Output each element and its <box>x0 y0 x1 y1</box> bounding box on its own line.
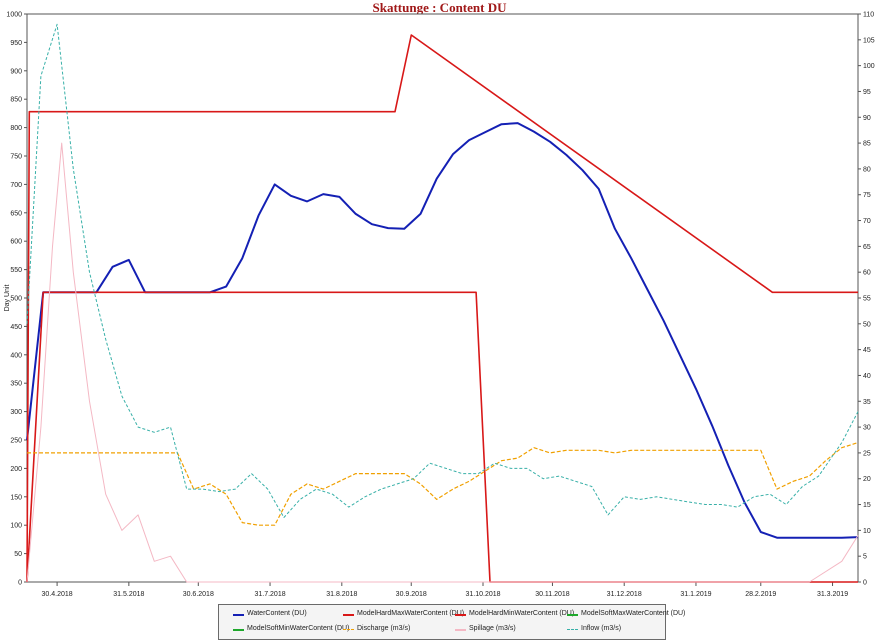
x-tick-label: 31.5.2018 <box>113 591 144 598</box>
y2-tick-label: 30 <box>863 425 871 432</box>
legend-swatch <box>455 614 466 616</box>
series-line-5 <box>27 442 859 526</box>
legend-label: Spillage (m3/s) <box>469 625 516 632</box>
y2-tick-label: 45 <box>863 347 871 354</box>
y-tick-label: 350 <box>10 381 22 388</box>
legend-label: WaterContent (DU) <box>247 610 307 617</box>
y2-tick-label: 25 <box>863 450 871 457</box>
y-axis-label: Day Unit <box>4 285 11 312</box>
y-tick-label: 50 <box>14 551 22 558</box>
y2-tick-label: 70 <box>863 218 871 225</box>
y2-tick-label: 50 <box>863 321 871 328</box>
x-tick-label: 31.7.2018 <box>254 591 285 598</box>
y2-tick-label: 105 <box>863 37 875 44</box>
y-tick-label: 1000 <box>6 12 22 19</box>
y2-tick-label: 95 <box>863 89 871 96</box>
legend-swatch <box>343 614 354 616</box>
y2-tick-label: 55 <box>863 296 871 303</box>
chart-plot: 0501001502002503003504004505005506006507… <box>4 12 875 599</box>
y-tick-label: 100 <box>10 523 22 530</box>
legend-swatch <box>567 614 578 616</box>
legend-swatch <box>233 629 244 631</box>
y-tick-label: 550 <box>10 267 22 274</box>
y2-tick-label: 85 <box>863 141 871 148</box>
legend-swatch <box>233 614 244 616</box>
x-tick-label: 31.8.2018 <box>326 591 357 598</box>
y2-tick-label: 100 <box>863 63 875 70</box>
y2-tick-label: 40 <box>863 373 871 380</box>
legend-swatch <box>455 629 466 631</box>
y-tick-label: 150 <box>10 494 22 501</box>
y2-tick-label: 90 <box>863 115 871 122</box>
y-tick-label: 450 <box>10 324 22 331</box>
x-tick-label: 31.1.2019 <box>680 591 711 598</box>
y2-tick-label: 65 <box>863 244 871 251</box>
legend-label: ModelHardMinWaterContent (DU) <box>469 610 575 617</box>
y-tick-label: 0 <box>18 580 22 587</box>
x-tick-label: 30.6.2018 <box>183 591 214 598</box>
y2-tick-label: 60 <box>863 270 871 277</box>
y-tick-label: 700 <box>10 182 22 189</box>
y-tick-label: 850 <box>10 97 22 104</box>
y2-tick-label: 80 <box>863 166 871 173</box>
series-line-6 <box>26 142 859 583</box>
chart-legend: WaterContent (DU) ModelHardMaxWaterConten… <box>218 604 685 640</box>
y2-tick-label: 110 <box>863 12 874 19</box>
y-tick-label: 950 <box>10 40 22 47</box>
chart-title: Skattunge : Content DU <box>372 0 507 15</box>
y-tick-label: 900 <box>10 68 22 75</box>
legend-label: Inflow (m3/s) <box>581 625 622 632</box>
x-tick-label: 31.3.2019 <box>817 591 848 598</box>
legend-label: ModelSoftMinWaterContent (DU) <box>247 625 350 632</box>
y-tick-label: 800 <box>10 125 22 132</box>
series-line-7 <box>26 23 859 518</box>
y2-tick-label: 20 <box>863 476 871 483</box>
y2-tick-label: 15 <box>863 502 871 509</box>
y2-tick-label: 0 <box>863 580 867 587</box>
x-tick-label: 28.2.2019 <box>745 591 776 598</box>
plot-frame <box>26 13 859 583</box>
legend-label: ModelHardMaxWaterContent (DU) <box>357 610 465 617</box>
y-tick-label: 400 <box>10 352 22 359</box>
y2-tick-label: 5 <box>863 554 867 561</box>
y-tick-label: 650 <box>10 210 22 217</box>
x-tick-label: 31.10.2018 <box>465 591 500 598</box>
legend-label: Discharge (m3/s) <box>357 625 411 632</box>
y-tick-label: 750 <box>10 154 22 161</box>
y-tick-label: 500 <box>10 296 22 303</box>
x-tick-label: 30.11.2018 <box>535 591 570 598</box>
series-line-1 <box>26 34 858 583</box>
y2-tick-label: 10 <box>863 528 871 535</box>
y2-tick-label: 75 <box>863 192 871 199</box>
y-tick-label: 600 <box>10 239 22 246</box>
x-tick-label: 30.4.2018 <box>42 591 73 598</box>
y-tick-label: 300 <box>10 409 22 416</box>
legend-swatch <box>567 629 578 630</box>
x-tick-label: 30.9.2018 <box>396 591 427 598</box>
x-tick-label: 31.12.2018 <box>607 591 642 598</box>
y-tick-label: 200 <box>10 466 22 473</box>
legend-swatch <box>343 629 354 630</box>
y-tick-label: 250 <box>10 438 22 445</box>
y2-tick-label: 35 <box>863 399 871 406</box>
legend-label: ModelSoftMaxWaterContent (DU) <box>581 610 686 617</box>
